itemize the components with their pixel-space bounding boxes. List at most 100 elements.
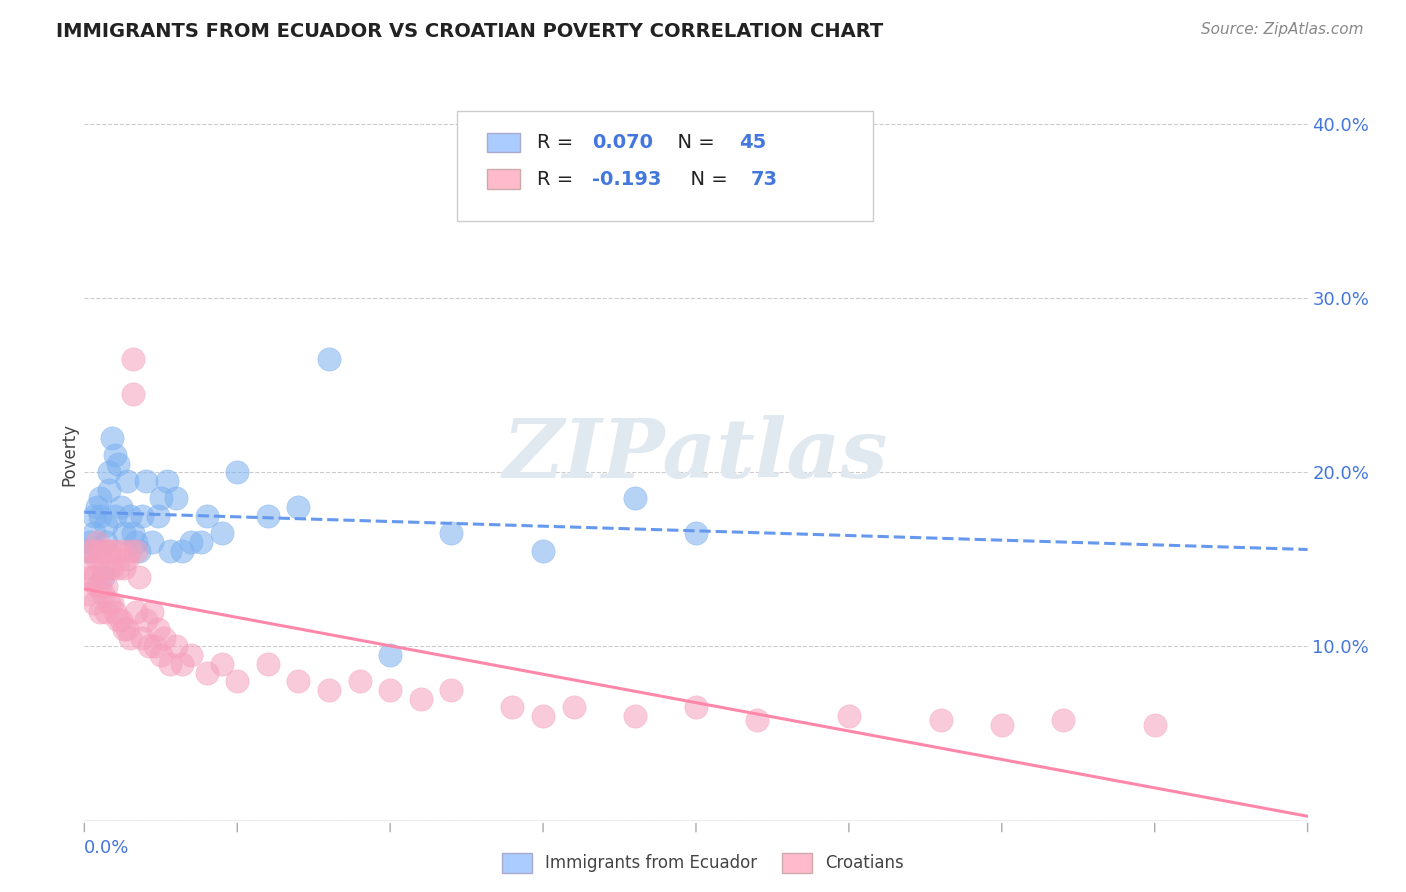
Text: ZIPatlas: ZIPatlas — [503, 415, 889, 495]
Text: 73: 73 — [751, 169, 778, 189]
Point — [97, 561, 120, 575]
Point — [156, 474, 179, 488]
FancyBboxPatch shape — [486, 169, 520, 189]
Text: N =: N = — [678, 169, 734, 189]
Point — [125, 535, 148, 549]
Point — [83, 543, 105, 558]
Point — [79, 543, 101, 558]
Point — [122, 526, 145, 541]
Point — [122, 352, 145, 367]
Point — [94, 605, 117, 619]
Point — [107, 613, 129, 627]
Point — [79, 535, 101, 549]
Point — [1143, 718, 1166, 732]
Point — [180, 535, 202, 549]
Text: 0.070: 0.070 — [592, 133, 652, 153]
Point — [112, 622, 135, 636]
Point — [101, 430, 124, 444]
Point — [112, 561, 135, 575]
Text: R =: R = — [537, 133, 579, 153]
Point — [143, 640, 166, 654]
Point — [135, 474, 157, 488]
Point — [257, 508, 280, 523]
Point — [226, 466, 249, 480]
Point — [120, 631, 142, 645]
Point — [94, 517, 117, 532]
Point — [685, 526, 707, 541]
Point — [110, 500, 132, 515]
Point — [180, 648, 202, 663]
Point — [838, 709, 860, 723]
Point — [115, 622, 138, 636]
Point — [86, 500, 108, 515]
Point — [89, 605, 111, 619]
Point — [89, 508, 111, 523]
Point — [125, 543, 148, 558]
Point — [502, 700, 524, 714]
Point — [89, 578, 111, 592]
Point — [86, 578, 108, 592]
Point — [531, 543, 554, 558]
Text: IMMIGRANTS FROM ECUADOR VS CROATIAN POVERTY CORRELATION CHART: IMMIGRANTS FROM ECUADOR VS CROATIAN POVE… — [56, 22, 883, 41]
Point — [409, 691, 432, 706]
Point — [531, 709, 554, 723]
Point — [211, 657, 233, 671]
Point — [83, 596, 105, 610]
Point — [76, 561, 98, 575]
Point — [318, 683, 340, 698]
Point — [149, 648, 172, 663]
Point — [380, 683, 402, 698]
Y-axis label: Poverty: Poverty — [60, 424, 79, 486]
Legend: Immigrants from Ecuador, Croatians: Immigrants from Ecuador, Croatians — [495, 847, 911, 880]
Point — [94, 578, 117, 592]
FancyBboxPatch shape — [457, 112, 873, 221]
Point — [190, 535, 212, 549]
Point — [138, 640, 160, 654]
Point — [929, 713, 952, 727]
Point — [135, 613, 157, 627]
Point — [104, 448, 127, 462]
Point — [131, 508, 153, 523]
Point — [76, 543, 98, 558]
Point — [91, 587, 114, 601]
Point — [89, 543, 111, 558]
Point — [226, 674, 249, 689]
Point — [115, 474, 138, 488]
Point — [141, 605, 163, 619]
Text: 0.0%: 0.0% — [84, 838, 129, 857]
Point — [149, 491, 172, 506]
Point — [440, 526, 463, 541]
Point — [287, 674, 309, 689]
Point — [1052, 713, 1074, 727]
Point — [107, 457, 129, 471]
Point — [440, 683, 463, 698]
Point — [97, 543, 120, 558]
Point — [104, 605, 127, 619]
Point — [125, 605, 148, 619]
Point — [128, 543, 150, 558]
Point — [83, 526, 105, 541]
Point — [122, 387, 145, 401]
Point — [624, 709, 647, 723]
Point — [146, 508, 169, 523]
Point — [101, 596, 124, 610]
Point — [165, 491, 187, 506]
Point — [159, 657, 181, 671]
Point — [89, 491, 111, 506]
Point — [110, 613, 132, 627]
Point — [107, 561, 129, 575]
Point — [97, 596, 120, 610]
Point — [97, 466, 120, 480]
Point — [211, 526, 233, 541]
Point — [287, 500, 309, 515]
Point — [165, 640, 187, 654]
Point — [79, 570, 101, 584]
Point — [257, 657, 280, 671]
Text: N =: N = — [665, 133, 721, 153]
Point — [112, 526, 135, 541]
FancyBboxPatch shape — [486, 133, 520, 153]
Point — [991, 718, 1014, 732]
Point — [101, 561, 124, 575]
Point — [104, 508, 127, 523]
Point — [128, 570, 150, 584]
